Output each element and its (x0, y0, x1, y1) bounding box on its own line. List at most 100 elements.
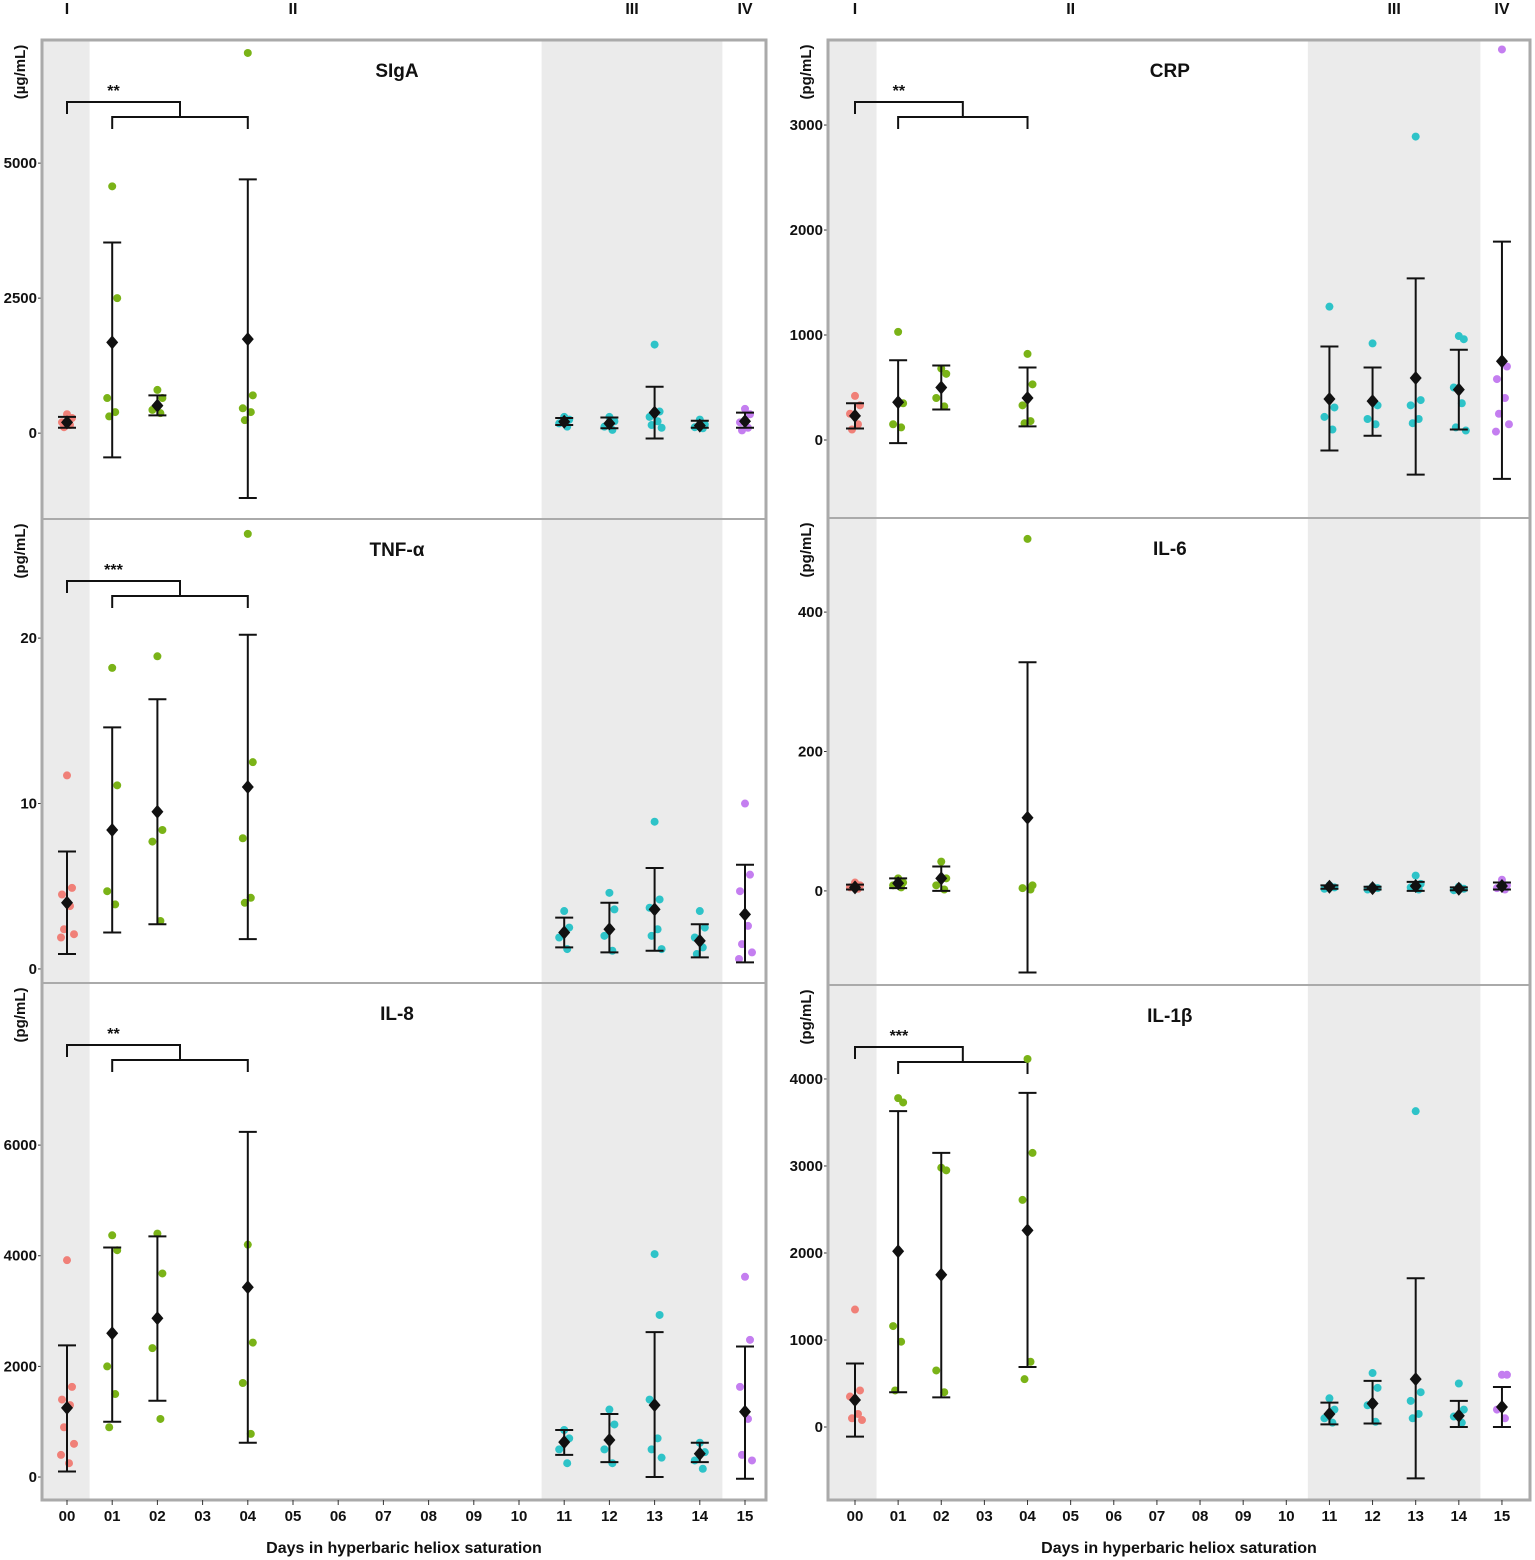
day-11-group (555, 907, 574, 954)
x-tick-label: 08 (420, 1508, 437, 1525)
data-point (248, 758, 257, 767)
panel-siga: 0 2500 5000 (µg/mL) SIgA ** (4, 40, 754, 519)
phase-iii-shading (1307, 518, 1481, 985)
mean-marker (1495, 354, 1508, 369)
significance-bracket-upper (66, 101, 181, 117)
day-02-group (932, 857, 951, 894)
phase-label: IV (737, 1, 752, 18)
mean-marker (849, 880, 861, 895)
x-tick-label: 05 (285, 1508, 302, 1525)
data-point (148, 1344, 157, 1353)
mean-marker (1021, 391, 1034, 406)
y-tick-label: 2000 (4, 1358, 37, 1375)
day-12-group (1363, 1369, 1382, 1426)
x-tick-label: 06 (1105, 1508, 1122, 1525)
mean-marker (1366, 394, 1379, 409)
data-point (68, 1382, 76, 1391)
mean-marker (241, 332, 254, 347)
y-tick-label: 2500 (4, 290, 37, 307)
day-02-group (148, 385, 167, 418)
phase-label: III (625, 1, 638, 18)
data-point (105, 1423, 114, 1432)
y-tick-label: 6000 (4, 1137, 37, 1154)
x-tick-label: 03 (194, 1508, 211, 1525)
x-tick-label: 00 (59, 1508, 76, 1525)
data-point (70, 1439, 78, 1448)
x-tick-label: 08 (1192, 1508, 1209, 1525)
x-tick-label: 13 (646, 1508, 663, 1525)
data-point (103, 1362, 112, 1371)
y-axis-unit: (pg/mL) (798, 990, 815, 1045)
day-12-group (600, 1405, 619, 1468)
data-point (238, 1378, 247, 1387)
data-point (153, 652, 162, 661)
x-tick-label: 02 (149, 1508, 166, 1525)
mean-marker (693, 1446, 706, 1461)
x-tick-label: 07 (375, 1508, 392, 1525)
data-point (1020, 1375, 1029, 1384)
data-point (555, 1445, 564, 1454)
panel-il-8: 0 2000 4000 6000 (pg/mL) IL-8 ** (4, 982, 766, 1500)
panel-title: IL-8 (380, 1004, 414, 1025)
panel-title: TNF-α (369, 540, 424, 561)
data-point (655, 895, 664, 904)
mean-marker (106, 1326, 119, 1341)
y-tick-label: 0 (815, 432, 823, 449)
y-tick-label: 10 (20, 796, 37, 813)
day-15-group (736, 1272, 756, 1480)
phase-iii-shading (541, 983, 723, 1500)
data-point (736, 887, 744, 896)
day-11-group (1320, 1394, 1339, 1427)
data-point (600, 931, 609, 940)
data-point (57, 1450, 65, 1459)
mean-marker (151, 804, 164, 819)
phase-label: II (289, 1, 298, 18)
data-point (932, 394, 941, 403)
day-13-group (1406, 1107, 1425, 1480)
day-14-group (690, 907, 709, 959)
data-point (741, 404, 749, 413)
mean-marker (151, 398, 164, 413)
x-tick-label: 12 (1364, 1508, 1381, 1525)
day-00-group (846, 1305, 866, 1438)
mean-marker (603, 416, 616, 431)
significance-stars: ** (107, 1026, 120, 1043)
mean-marker (106, 822, 119, 837)
mean-marker (1495, 1399, 1508, 1414)
day-13-group (1406, 871, 1425, 894)
phase-label: II (1066, 1, 1075, 18)
data-point (1497, 45, 1506, 54)
data-point (657, 423, 666, 432)
mean-marker (892, 1244, 905, 1259)
data-point (563, 1459, 572, 1468)
data-point (1023, 534, 1032, 543)
data-point (238, 404, 247, 413)
day-11-group (1320, 302, 1339, 452)
day-04-group (1018, 1054, 1037, 1384)
x-tick-label: 07 (1149, 1508, 1166, 1525)
data-point (113, 294, 122, 303)
y-tick-label: 0 (29, 961, 37, 978)
day-15-group (1492, 1370, 1511, 1429)
data-point (1373, 1383, 1382, 1392)
mean-marker (151, 1311, 164, 1326)
y-tick-label: 4000 (790, 1071, 823, 1088)
x-tick-label: 13 (1407, 1508, 1424, 1525)
data-point (605, 1405, 614, 1414)
x-tick-label: 15 (737, 1508, 754, 1525)
day-15-group (736, 404, 754, 435)
data-point (932, 881, 941, 890)
phase-i-shading (828, 518, 877, 985)
mean-marker (892, 876, 905, 891)
phase-iii-shading (541, 519, 723, 983)
data-point (1028, 380, 1037, 389)
data-point (695, 907, 704, 916)
phase-label: III (1387, 1, 1400, 18)
data-point (1406, 1396, 1415, 1405)
x-tick-label: 09 (465, 1508, 482, 1525)
mean-marker (1452, 1408, 1465, 1423)
data-point (1411, 1107, 1420, 1116)
y-tick-label: 1000 (790, 327, 823, 344)
day-15-group (1491, 45, 1513, 480)
